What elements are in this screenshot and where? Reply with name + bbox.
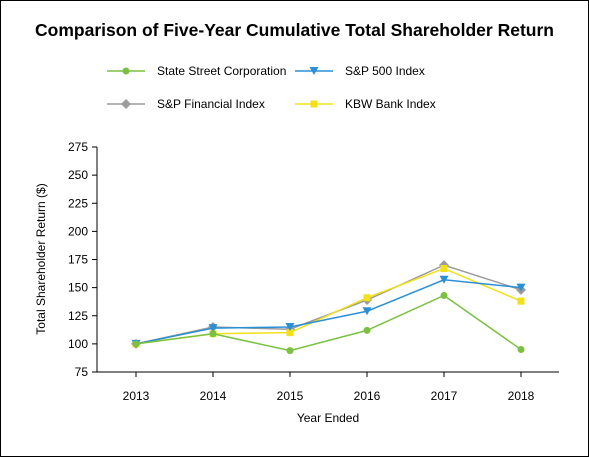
y-tick-label: 250 <box>68 168 88 182</box>
x-ticks: 2013 2014 2015 2016 2017 2018 <box>123 372 535 403</box>
data-point <box>362 307 372 316</box>
data-point <box>517 297 525 305</box>
data-point <box>440 292 448 299</box>
data-point <box>439 275 449 284</box>
x-tick-label: 2013 <box>123 389 150 403</box>
legend-entry: State Street Corporation <box>107 64 286 78</box>
axes: Total Shareholder Return ($) Year Ended <box>34 147 559 425</box>
x-tick-label: 2017 <box>431 389 458 403</box>
data-point <box>209 330 217 338</box>
legend-label: State Street Corporation <box>157 64 286 78</box>
data-point <box>208 324 218 333</box>
x-tick-label: 2015 <box>277 389 304 403</box>
y-tick-label: 200 <box>68 224 88 238</box>
legend-marker <box>309 67 319 75</box>
data-point <box>286 329 294 337</box>
y-tick-label: 75 <box>75 365 89 379</box>
series-s-p-financial-index <box>131 260 526 349</box>
y-ticks: 75 100 125 150 175 200 225 250 275 <box>68 140 97 379</box>
x-tick-label: 2014 <box>200 389 227 403</box>
series-kbw-bank-index <box>132 265 525 348</box>
y-axis-label: Total Shareholder Return ($) <box>34 183 48 334</box>
legend-marker <box>121 99 131 109</box>
data-point <box>440 265 448 272</box>
y-tick-label: 100 <box>68 337 88 351</box>
legend-entry: KBW Bank Index <box>295 97 436 111</box>
y-tick-label: 150 <box>68 281 88 295</box>
legend-label: KBW Bank Index <box>345 97 436 111</box>
data-point <box>516 283 526 292</box>
chart-title: Comparison of Five-Year Cumulative Total… <box>35 20 554 40</box>
legend-marker <box>310 100 318 108</box>
legend-label: S&P 500 Index <box>345 64 425 78</box>
series-line <box>135 278 522 345</box>
legend-entry: S&P Financial Index <box>107 97 265 111</box>
x-tick-label: 2018 <box>508 389 535 403</box>
data-point <box>285 323 295 331</box>
data-point <box>132 340 140 348</box>
series-state-street-corporation <box>132 292 525 355</box>
y-tick-label: 225 <box>68 196 88 210</box>
data-point <box>363 326 371 334</box>
data-point <box>286 347 294 355</box>
legend-entry: S&P 500 Index <box>295 64 425 78</box>
legend-label: S&P Financial Index <box>157 97 265 111</box>
legend: State Street Corporation S&P 500 Index S&P… <box>107 64 436 111</box>
legend-marker <box>122 67 130 75</box>
x-axis-label: Year Ended <box>297 411 359 425</box>
series-line <box>135 294 522 352</box>
data-point <box>517 346 525 353</box>
series-group <box>131 260 526 355</box>
x-tick-label: 2016 <box>354 389 381 403</box>
y-tick-label: 275 <box>68 140 88 154</box>
y-tick-label: 125 <box>68 309 88 323</box>
y-tick-label: 175 <box>68 253 88 267</box>
data-point <box>363 294 371 302</box>
